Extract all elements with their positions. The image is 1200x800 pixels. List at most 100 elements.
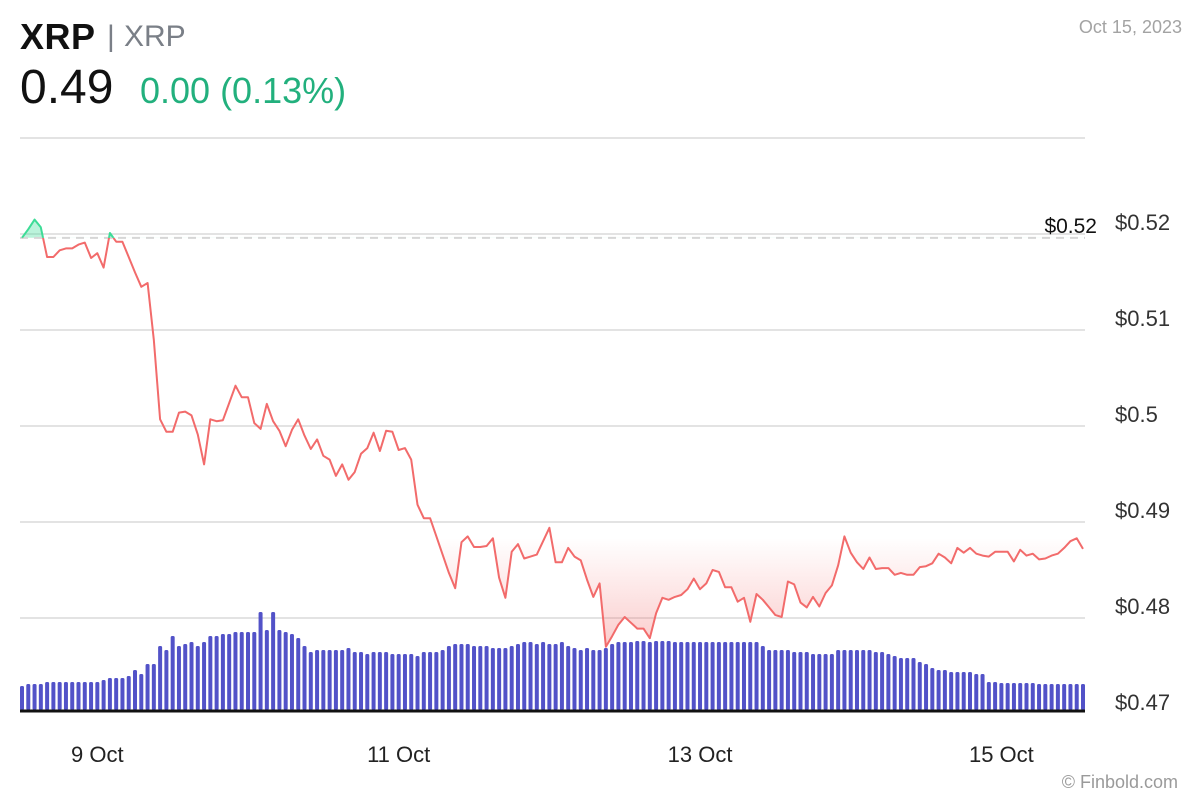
volume-bar bbox=[271, 612, 276, 710]
x-tick-label: 9 Oct bbox=[71, 742, 124, 767]
volume-bar bbox=[365, 654, 370, 710]
volume-bar bbox=[1030, 683, 1035, 710]
volume-bar bbox=[1018, 683, 1023, 710]
volume-bar bbox=[735, 642, 740, 710]
volume-bar bbox=[359, 652, 364, 710]
volume-bar bbox=[861, 650, 866, 710]
volume-bar bbox=[779, 650, 784, 710]
volume-bar bbox=[233, 632, 238, 710]
volume-bar bbox=[811, 654, 816, 710]
volume-bar bbox=[528, 642, 533, 710]
volume-bar bbox=[842, 650, 847, 710]
volume-bar bbox=[315, 650, 320, 710]
volume-bar bbox=[522, 642, 527, 710]
volume-bar bbox=[1074, 684, 1079, 710]
volume-bar bbox=[704, 642, 709, 710]
volume-bar bbox=[246, 632, 251, 710]
volume-bar bbox=[1068, 684, 1073, 710]
volume-bar bbox=[1005, 683, 1010, 710]
volume-bar bbox=[980, 674, 985, 710]
y-tick-label: $0.47 bbox=[1115, 690, 1170, 715]
volume-bar bbox=[974, 674, 979, 710]
volume-bar bbox=[854, 650, 859, 710]
volume-bar bbox=[402, 654, 407, 710]
volume-bar bbox=[748, 642, 753, 710]
volume-bar bbox=[547, 644, 552, 710]
volume-bar bbox=[1037, 684, 1042, 710]
volume-bar bbox=[1062, 684, 1067, 710]
volume-bar bbox=[591, 650, 596, 710]
volume-bar bbox=[377, 652, 382, 710]
volume-bar bbox=[214, 636, 219, 710]
volume-bar bbox=[208, 636, 213, 710]
volume-bar bbox=[421, 652, 426, 710]
volume-bar bbox=[289, 634, 294, 710]
volume-bar bbox=[867, 650, 872, 710]
volume-bar bbox=[572, 648, 577, 710]
volume-bar bbox=[654, 641, 659, 710]
volume-bar bbox=[120, 678, 125, 710]
volume-bar bbox=[886, 654, 891, 710]
volume-bar bbox=[26, 684, 31, 710]
volume-bar bbox=[189, 642, 194, 710]
volume-bar bbox=[302, 646, 307, 710]
volume-bar bbox=[390, 654, 395, 710]
volume-bar bbox=[792, 652, 797, 710]
volume-bar bbox=[195, 646, 200, 710]
volume-bar bbox=[114, 678, 119, 710]
volume-bar bbox=[1011, 683, 1016, 710]
asset-title: XRP bbox=[20, 16, 96, 57]
price-line-below bbox=[22, 237, 1084, 648]
volume-bar bbox=[930, 668, 935, 710]
volume-bar bbox=[76, 682, 81, 710]
volume-bar bbox=[384, 652, 389, 710]
volume-bar bbox=[503, 648, 508, 710]
volume-bar bbox=[628, 642, 633, 710]
volume-bar bbox=[258, 612, 263, 710]
volume-bar bbox=[321, 650, 326, 710]
volume-bar bbox=[647, 642, 652, 710]
y-tick-label: $0.5 bbox=[1115, 402, 1158, 427]
volume-bar bbox=[566, 646, 571, 710]
volume-bar bbox=[51, 682, 56, 710]
volume-bar bbox=[252, 632, 257, 710]
volume-bar bbox=[691, 642, 696, 710]
volume-bar bbox=[773, 650, 778, 710]
volume-bar bbox=[428, 652, 433, 710]
volume-bar bbox=[898, 658, 903, 710]
volume-bar bbox=[1055, 684, 1060, 710]
volume-bar bbox=[660, 641, 665, 710]
volume-bar bbox=[534, 644, 539, 710]
volume-bar bbox=[38, 684, 43, 710]
volume-bar bbox=[967, 672, 972, 710]
x-tick-label: 15 Oct bbox=[969, 742, 1034, 767]
footer-credit: © Finbold.com bbox=[1061, 772, 1178, 792]
volume-bar bbox=[107, 678, 112, 710]
volume-bar bbox=[880, 652, 885, 710]
volume-bar bbox=[32, 684, 37, 710]
volume-bar bbox=[698, 642, 703, 710]
area-below-reference bbox=[22, 237, 1083, 647]
volume-bar bbox=[710, 642, 715, 710]
volume-bar bbox=[804, 652, 809, 710]
volume-bar bbox=[578, 650, 583, 710]
volume-bar bbox=[478, 646, 483, 710]
volume-bar bbox=[641, 641, 646, 710]
volume-bar bbox=[760, 646, 765, 710]
volume-bar bbox=[509, 646, 514, 710]
volume-bar bbox=[829, 654, 834, 710]
volume-bar bbox=[622, 642, 627, 710]
volume-bar bbox=[220, 634, 225, 710]
volume-bar bbox=[836, 650, 841, 710]
volume-bar bbox=[993, 682, 998, 710]
asset-symbol: XRP bbox=[124, 20, 186, 53]
volume-bar bbox=[446, 646, 451, 710]
chart-date: Oct 15, 2023 bbox=[1078, 17, 1182, 37]
title-separator: | bbox=[107, 20, 115, 53]
volume-bar bbox=[164, 650, 169, 710]
volume-bar bbox=[277, 630, 282, 710]
volume-bar bbox=[158, 646, 163, 710]
volume-bar bbox=[459, 644, 464, 710]
volume-bar bbox=[585, 648, 590, 710]
volume-bar bbox=[434, 652, 439, 710]
